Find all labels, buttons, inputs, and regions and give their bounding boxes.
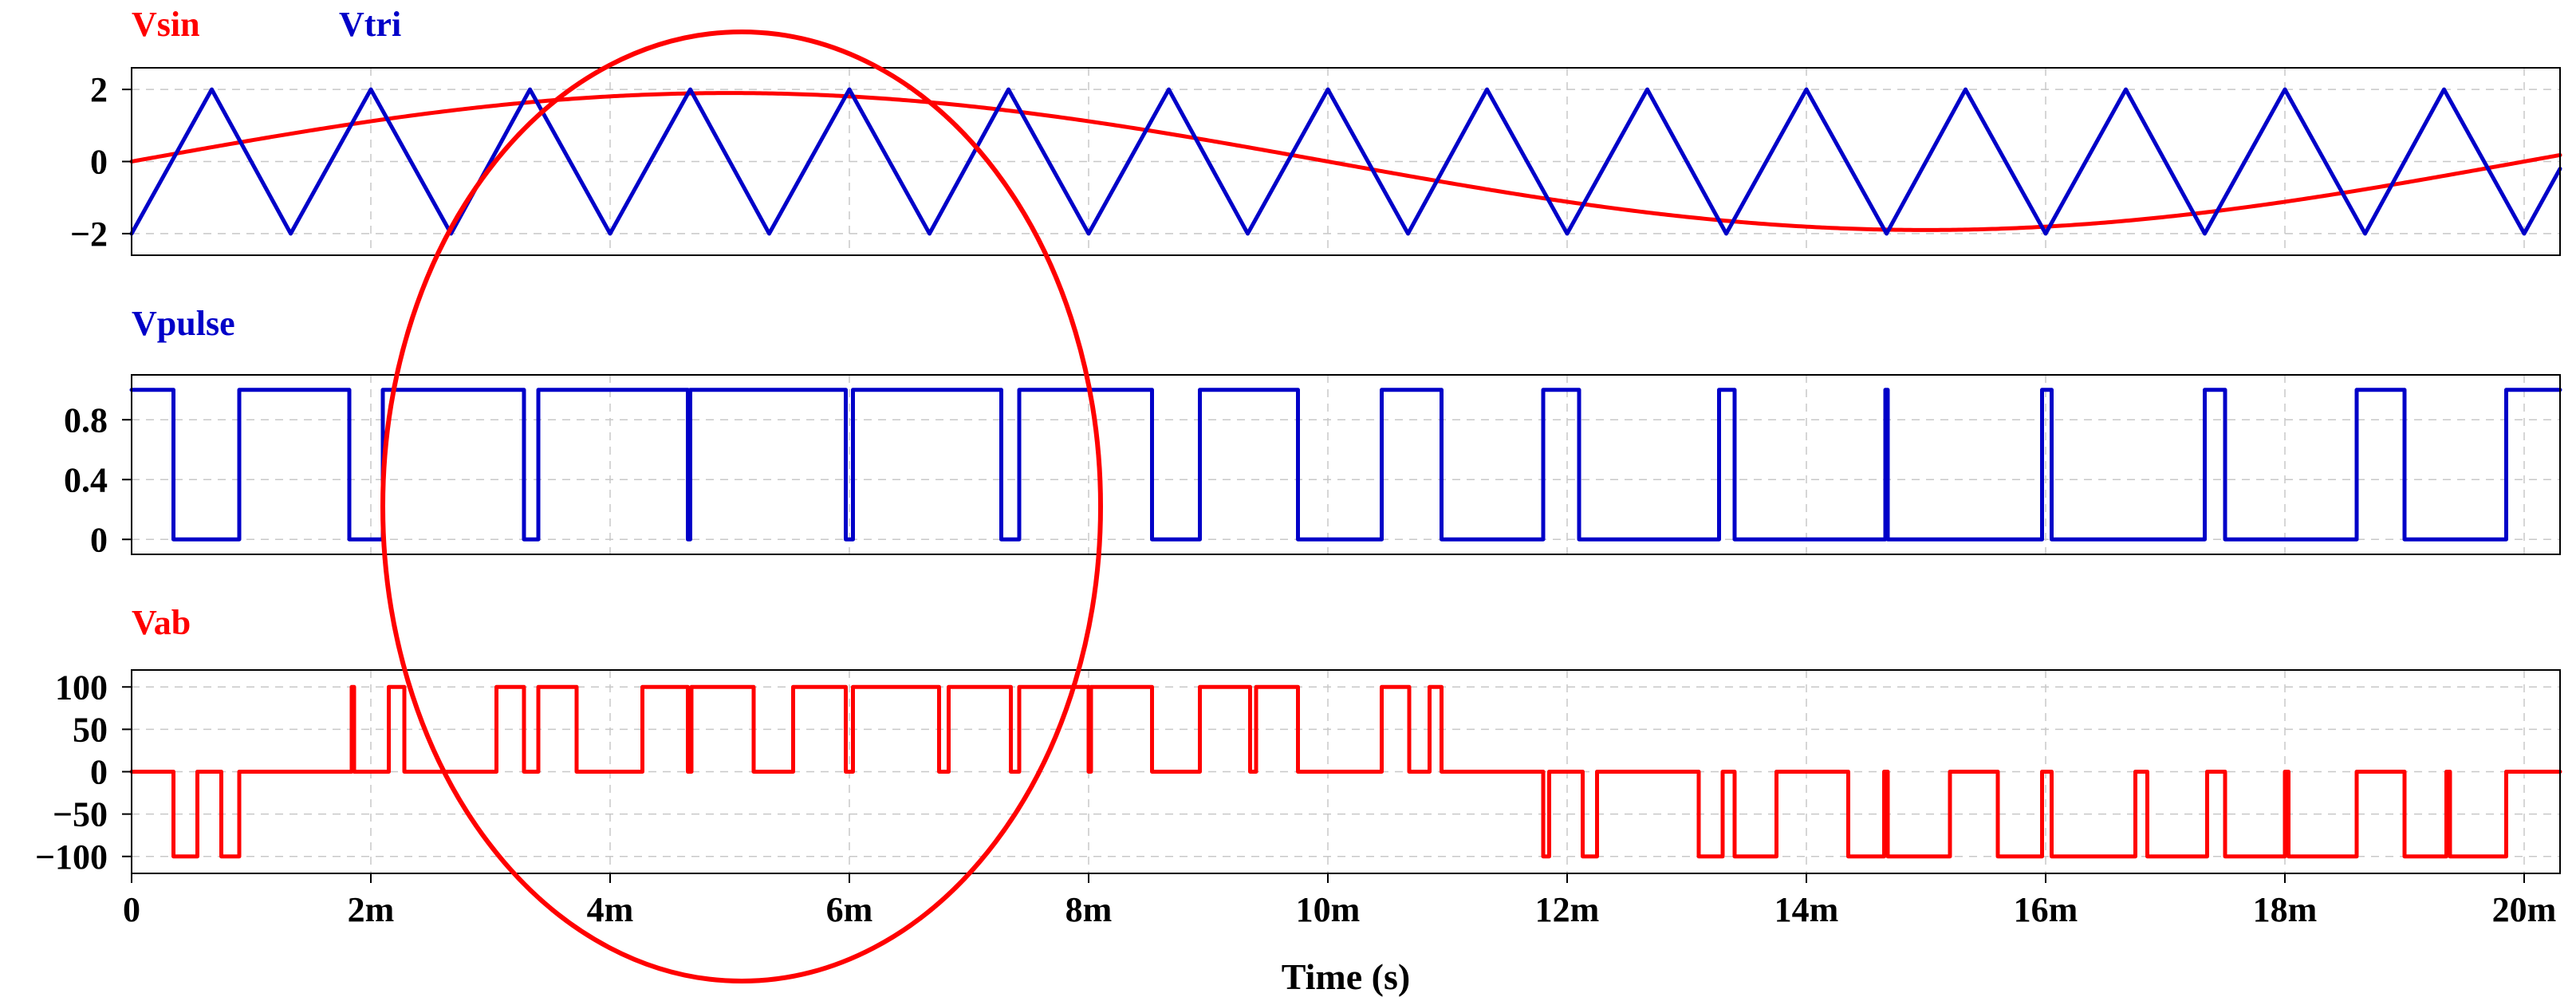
ytick-label-top-0: 2 [90, 70, 108, 109]
xtick-label-1: 2m [348, 890, 395, 929]
xtick-label-5: 10m [1296, 890, 1361, 929]
x-axis-title: Time (s) [1282, 956, 1410, 997]
series-line-vab [129, 684, 2562, 859]
series-label-vtri: Vtri [339, 5, 401, 44]
xtick-label-10: 20m [2492, 890, 2557, 929]
ytick-label-top-2: −2 [70, 215, 108, 254]
ytick-label-middle-1: 0.4 [64, 460, 108, 499]
annotation-layer [380, 30, 1103, 983]
xtick-label-2: 4m [587, 890, 634, 929]
ytick-label-bottom-4: −100 [35, 838, 108, 877]
highlight-ellipse-0 [380, 30, 1103, 983]
ytick-label-bottom-2: 0 [90, 753, 108, 792]
series-label-vsin: Vsin [132, 5, 200, 44]
xtick-label-0: 0 [123, 890, 140, 929]
xtick-label-6: 12m [1535, 890, 1600, 929]
ytick-label-bottom-1: 50 [73, 710, 108, 749]
traces-layer [129, 87, 2562, 859]
xtick-label-7: 14m [1774, 890, 1839, 929]
series-line-vpulse [129, 388, 2562, 542]
xtick-label-8: 16m [2014, 890, 2078, 929]
labels-layer: Vsin Vtri Vpulse Vab Time (s) [132, 5, 1410, 997]
ytick-label-top-1: 0 [90, 143, 108, 182]
ytick-label-middle-0: 0.8 [64, 400, 108, 439]
ytick-label-bottom-3: −50 [53, 795, 108, 834]
xtick-label-3: 6m [826, 890, 873, 929]
series-label-vpulse: Vpulse [132, 304, 235, 343]
xtick-label-4: 8m [1065, 890, 1113, 929]
xtick-label-9: 18m [2253, 890, 2318, 929]
series-label-vab: Vab [132, 603, 191, 642]
ytick-label-bottom-0: 100 [55, 668, 108, 707]
ytick-label-middle-2: 0 [90, 520, 108, 559]
plot-frame-middle [131, 374, 2561, 555]
